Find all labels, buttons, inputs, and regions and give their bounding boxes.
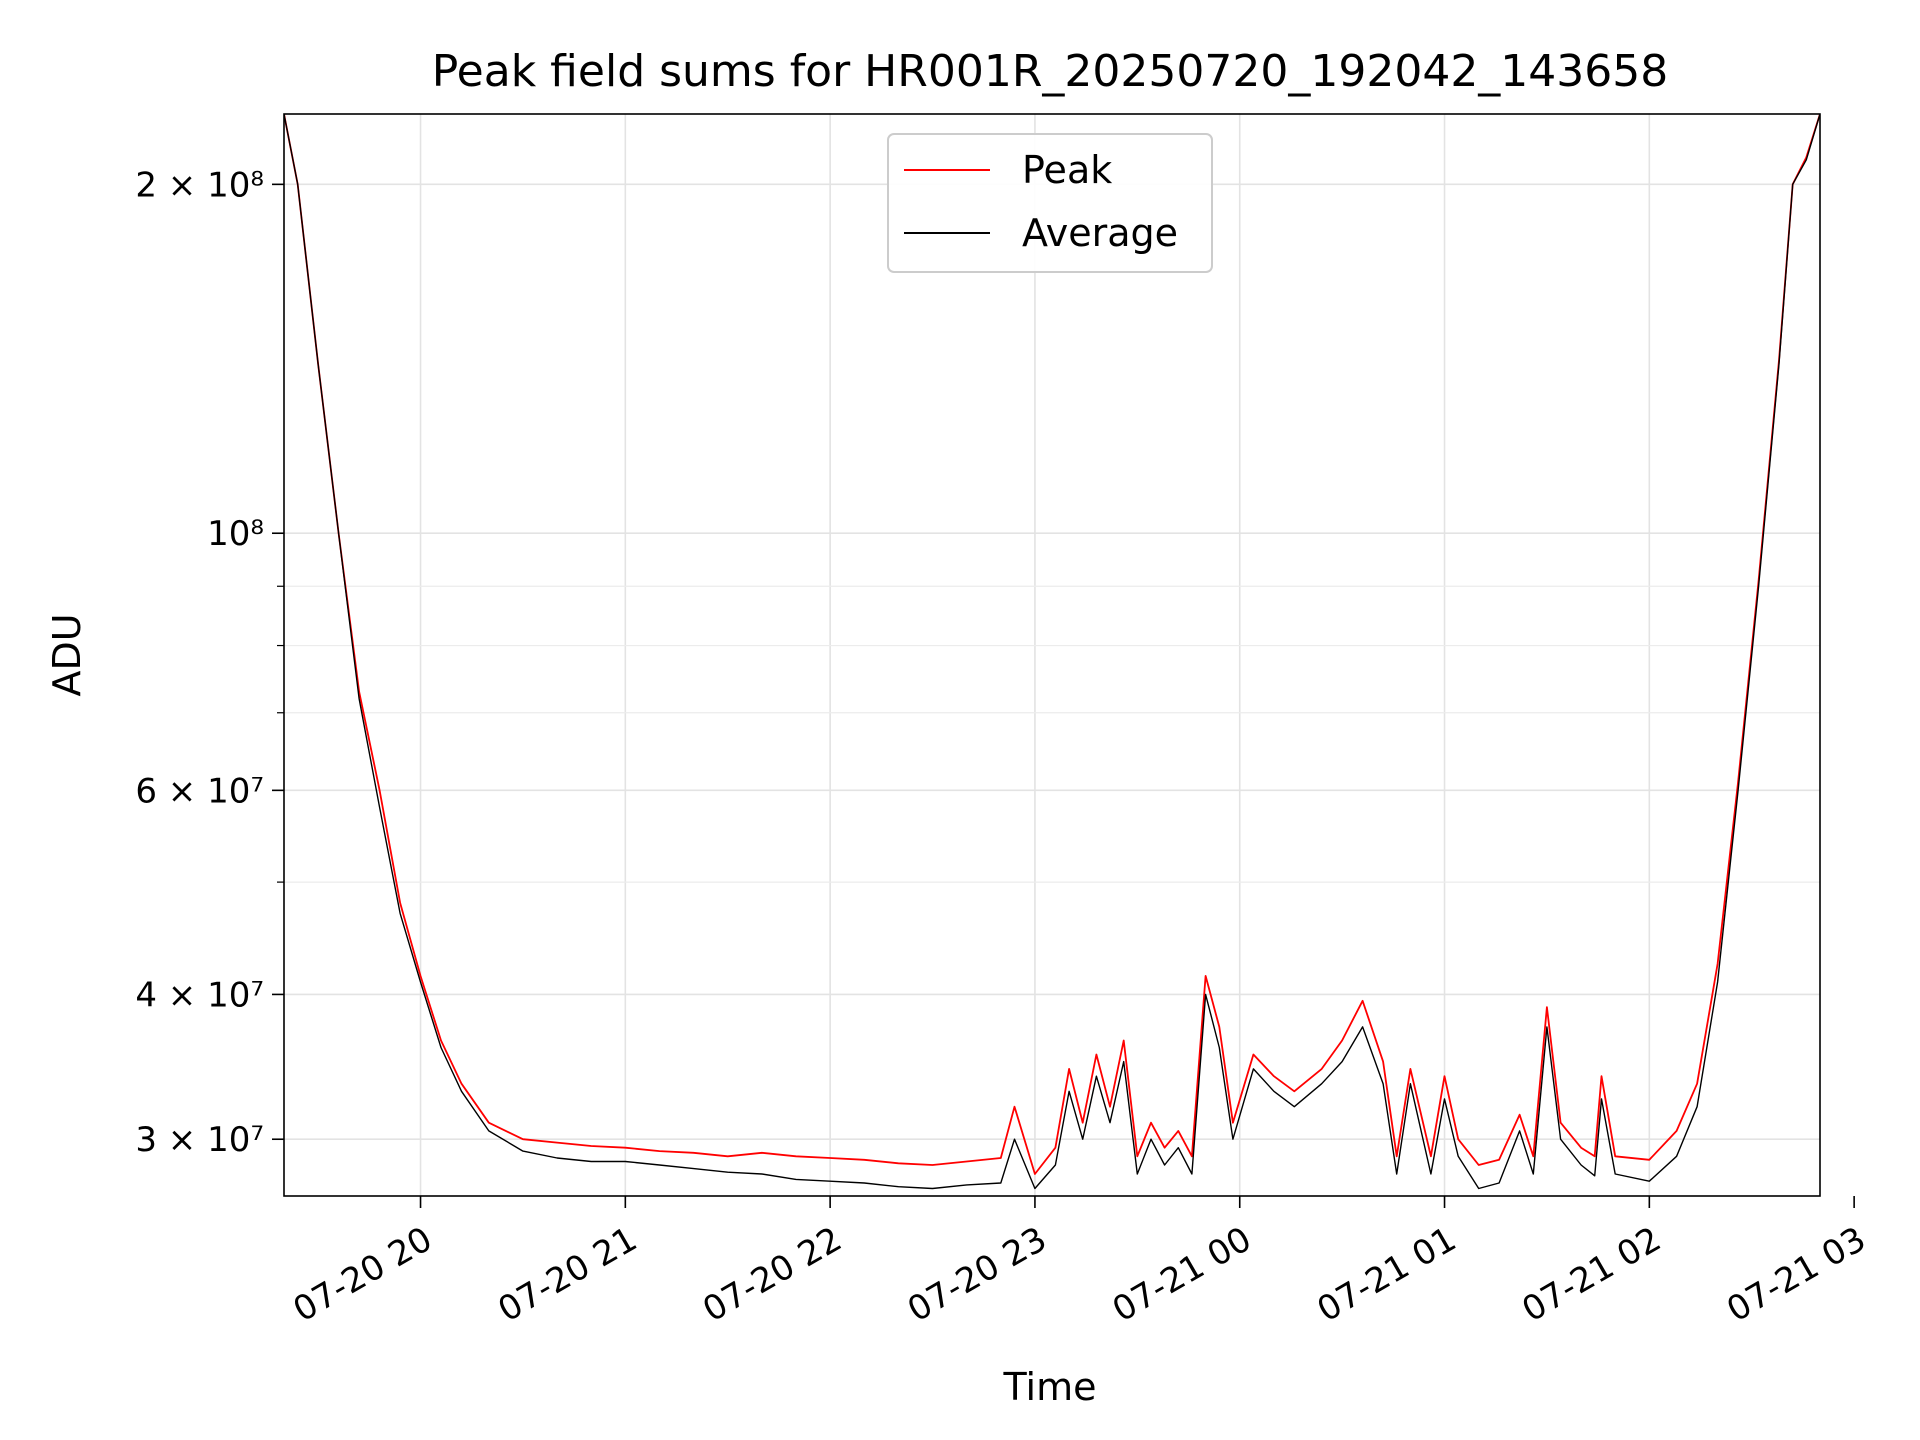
grid [284, 114, 1820, 1196]
series-line-average [284, 114, 1820, 1190]
y-tick-label: 3 × 10⁷ [135, 1120, 264, 1160]
y-tick-label: 2 × 10⁸ [135, 165, 264, 205]
y-axis-label: ADU [45, 613, 89, 696]
y-tick-label: 6 × 10⁷ [135, 771, 264, 811]
legend-average-label: Average [1022, 211, 1178, 255]
legend-box [887, 133, 1213, 273]
series-line-peak [284, 114, 1820, 1175]
legend: Peak Average [887, 133, 1213, 273]
plot-area-frame [283, 113, 1821, 1197]
series-layer [284, 114, 1820, 1190]
y-tick-label: 10⁸ [207, 514, 264, 554]
chart-title: Peak field sums for HR001R_20250720_1920… [432, 46, 1669, 97]
y-tick-label: 4 × 10⁷ [135, 975, 264, 1015]
x-axis-label: Time [1003, 1365, 1097, 1409]
legend-peak-label: Peak [1022, 148, 1112, 192]
